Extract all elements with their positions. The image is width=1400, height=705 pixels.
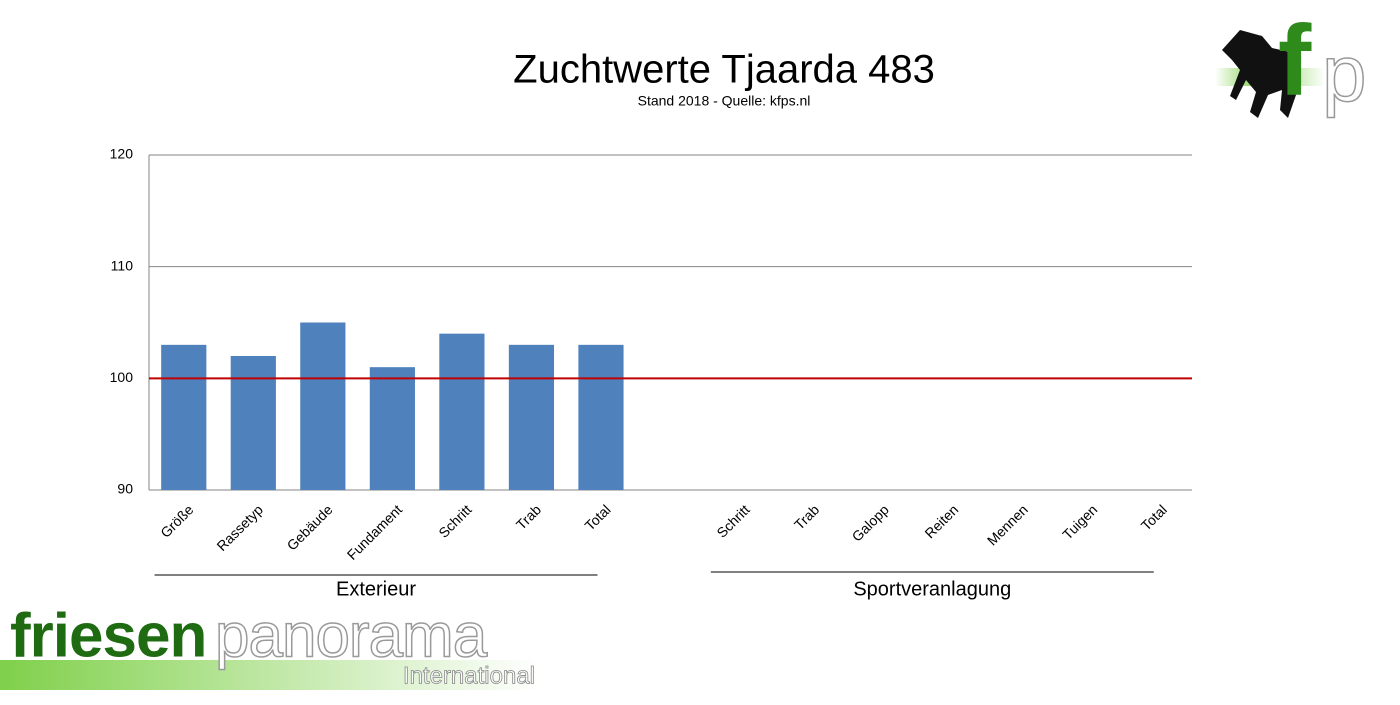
bar	[230, 356, 276, 490]
x-tick-label: Gebäude	[284, 501, 336, 553]
y-tick-label: 110	[111, 257, 134, 273]
logo-letter: f	[1278, 4, 1312, 116]
x-tick-label: Schritt	[713, 501, 752, 540]
bar	[439, 333, 485, 490]
x-tick-label: Tuigen	[1059, 501, 1100, 542]
bar	[578, 344, 624, 490]
x-tick-label: Trab	[791, 501, 822, 532]
x-tick-label: Total	[581, 501, 613, 533]
bar	[300, 322, 346, 490]
group-label: Exterieur	[336, 578, 416, 600]
bar	[508, 344, 555, 490]
x-tick-label: Trab	[513, 501, 544, 532]
corner-logo: f p	[1215, 4, 1367, 119]
logo-text: friesen	[10, 601, 206, 670]
horse-silhouette	[1222, 30, 1300, 118]
x-tick-label: Schritt	[435, 501, 474, 540]
group-label: Sportveranlagung	[853, 578, 1011, 600]
x-tick-label: Fundament	[344, 501, 405, 562]
logo-text: panorama	[215, 601, 488, 670]
y-tick-label: 90	[117, 481, 133, 497]
x-tick-label: Total	[1138, 501, 1170, 533]
x-tick-label: Reiten	[921, 501, 961, 541]
chart-subtitle: Stand 2018 - Quelle: kfps.nl	[638, 93, 811, 109]
logo-letter: p	[1322, 29, 1367, 118]
x-tick-label: Größe	[157, 501, 197, 541]
x-tick-label: Mennen	[984, 501, 1031, 548]
chart-title: Zuchtwerte Tjaarda 483	[513, 48, 935, 92]
bar	[161, 344, 207, 490]
brand-logo: friesen panorama International	[0, 601, 540, 690]
y-tick-label: 120	[110, 146, 134, 162]
logo-subtext: International	[403, 662, 535, 689]
logo-band	[0, 660, 540, 690]
bar	[369, 367, 415, 490]
y-tick-label: 100	[110, 369, 134, 385]
x-tick-label: Rassetyp	[213, 501, 266, 554]
x-tick-label: Galopp	[849, 501, 892, 544]
